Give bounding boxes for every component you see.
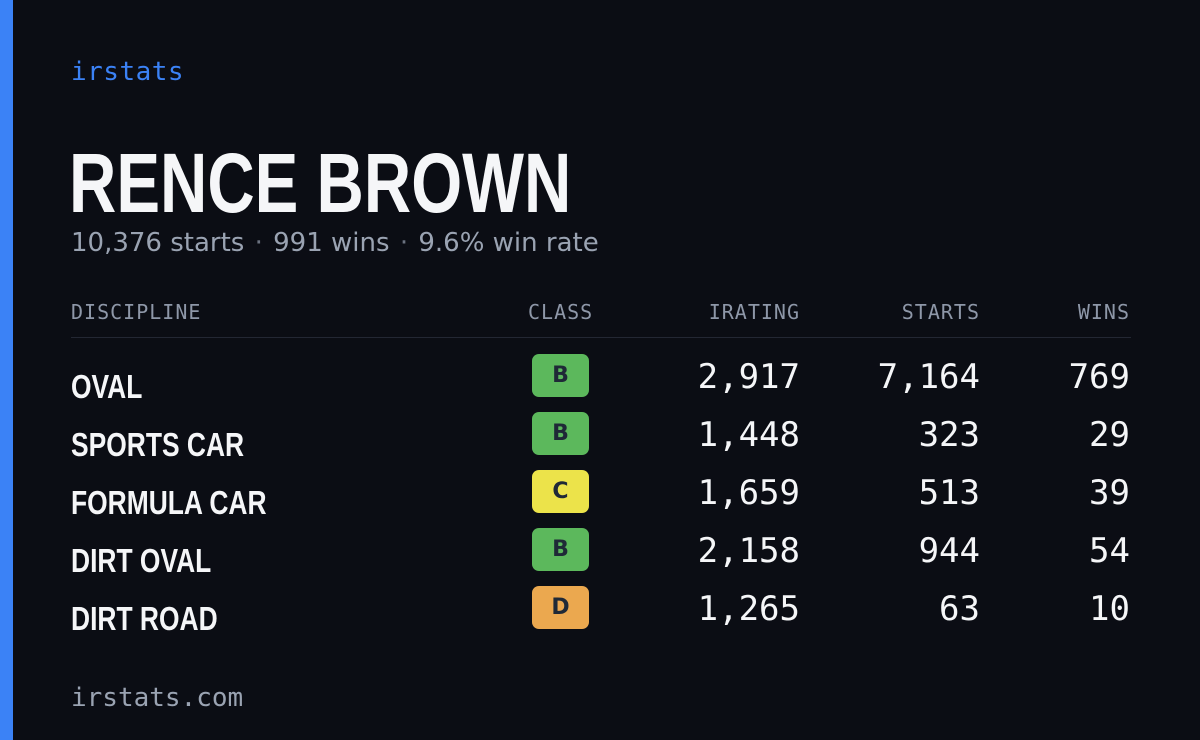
table-row: OVAL B 2,917 7,164 769: [71, 354, 1131, 412]
class-badge: B: [532, 354, 589, 397]
stats-table: DISCIPLINE CLASS IRATING STARTS WINS OVA…: [71, 300, 1131, 637]
irating-value: 1,659: [697, 473, 800, 513]
table-row: DIRT OVAL B 2,158 944 54: [71, 528, 1131, 586]
summary-wins: 991 wins: [273, 228, 390, 258]
table-row: SPORTS CAR B 1,448 323 29: [71, 412, 1131, 470]
driver-name: RENCE BROWN: [69, 136, 572, 230]
brand-logo: irstats: [71, 57, 185, 87]
header-starts: STARTS: [901, 300, 980, 324]
header-irating: IRATING: [708, 300, 800, 324]
discipline-name: OVAL: [71, 368, 143, 405]
header-wins: WINS: [1077, 300, 1130, 324]
discipline-name: FORMULA CAR: [71, 484, 267, 521]
table-body: OVAL B 2,917 7,164 769 SPORTS CAR B 1,44…: [71, 354, 1131, 644]
class-badge: B: [532, 412, 589, 455]
irating-value: 2,917: [697, 357, 800, 397]
irating-value: 1,265: [697, 589, 800, 629]
starts-value: 323: [918, 415, 980, 455]
accent-bar: [0, 0, 13, 740]
class-badge: B: [532, 528, 589, 571]
class-badge: D: [532, 586, 589, 629]
summary-separator: ·: [254, 228, 263, 258]
summary-separator: ·: [399, 228, 409, 258]
discipline-name: DIRT OVAL: [71, 542, 212, 579]
discipline-name: DIRT ROAD: [71, 600, 218, 637]
footer-url: irstats.com: [71, 683, 244, 713]
starts-value: 513: [918, 473, 980, 513]
starts-value: 944: [918, 531, 980, 571]
starts-value: 63: [939, 589, 980, 629]
wins-value: 10: [1089, 589, 1130, 629]
starts-value: 7,164: [877, 357, 980, 397]
wins-value: 54: [1089, 531, 1130, 571]
irating-value: 1,448: [697, 415, 800, 455]
driver-summary: 10,376 starts · 991 wins · 9.6% win rate: [71, 228, 599, 258]
class-badge: C: [532, 470, 589, 513]
table-row: FORMULA CAR C 1,659 513 39: [71, 470, 1131, 528]
irating-value: 2,158: [697, 531, 800, 571]
wins-value: 39: [1089, 473, 1130, 513]
table-header: DISCIPLINE CLASS IRATING STARTS WINS: [71, 300, 1131, 338]
header-class: CLASS: [528, 300, 594, 324]
table-row: DIRT ROAD D 1,265 63 10: [71, 586, 1131, 644]
summary-win-rate: 9.6% win rate: [418, 228, 599, 258]
header-discipline: DISCIPLINE: [71, 300, 202, 324]
discipline-name: SPORTS CAR: [71, 426, 245, 463]
summary-starts: 10,376 starts: [71, 228, 245, 258]
wins-value: 769: [1068, 357, 1130, 397]
wins-value: 29: [1089, 415, 1130, 455]
